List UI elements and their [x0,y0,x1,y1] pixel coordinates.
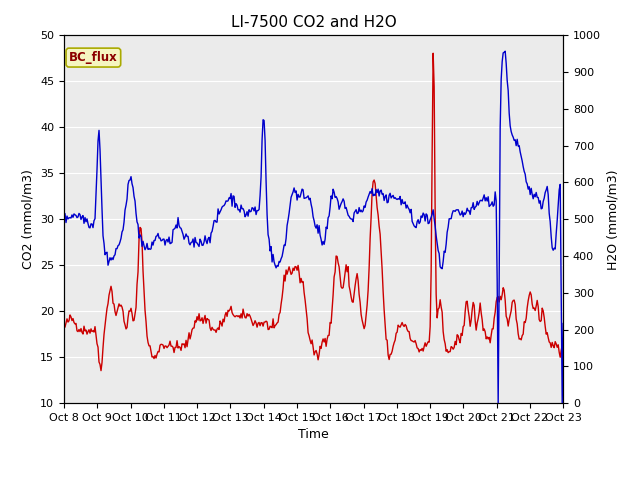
li75_h2o [60,215,68,220]
li75_co2 [429,50,437,56]
li75_co2 [549,343,557,349]
Text: BC_flux: BC_flux [69,51,118,64]
li75_h2o [494,400,502,406]
li75_co2 [298,279,306,285]
li75_co2 [471,318,479,324]
Legend: li75_co2, li75_h2o: li75_co2, li75_h2o [225,477,402,480]
X-axis label: Time: Time [298,429,329,442]
li75_co2 [358,317,366,323]
li75_co2 [301,297,309,303]
Y-axis label: CO2 (mmol/m3): CO2 (mmol/m3) [22,169,35,269]
Title: LI-7500 CO2 and H2O: LI-7500 CO2 and H2O [231,15,396,30]
li75_h2o [300,195,308,201]
li75_co2 [559,340,567,346]
Y-axis label: H2O (mmol/m3): H2O (mmol/m3) [607,169,620,269]
li75_h2o [330,189,338,195]
li75_h2o [297,190,305,196]
li75_h2o [559,321,567,326]
Line: li75_h2o: li75_h2o [64,51,563,403]
li75_co2 [97,368,105,373]
li75_h2o [469,200,477,205]
li75_co2 [60,324,68,330]
li75_h2o [549,247,557,253]
li75_co2 [332,269,339,275]
Line: li75_co2: li75_co2 [64,53,563,371]
li75_h2o [501,48,509,54]
li75_h2o [357,207,365,213]
